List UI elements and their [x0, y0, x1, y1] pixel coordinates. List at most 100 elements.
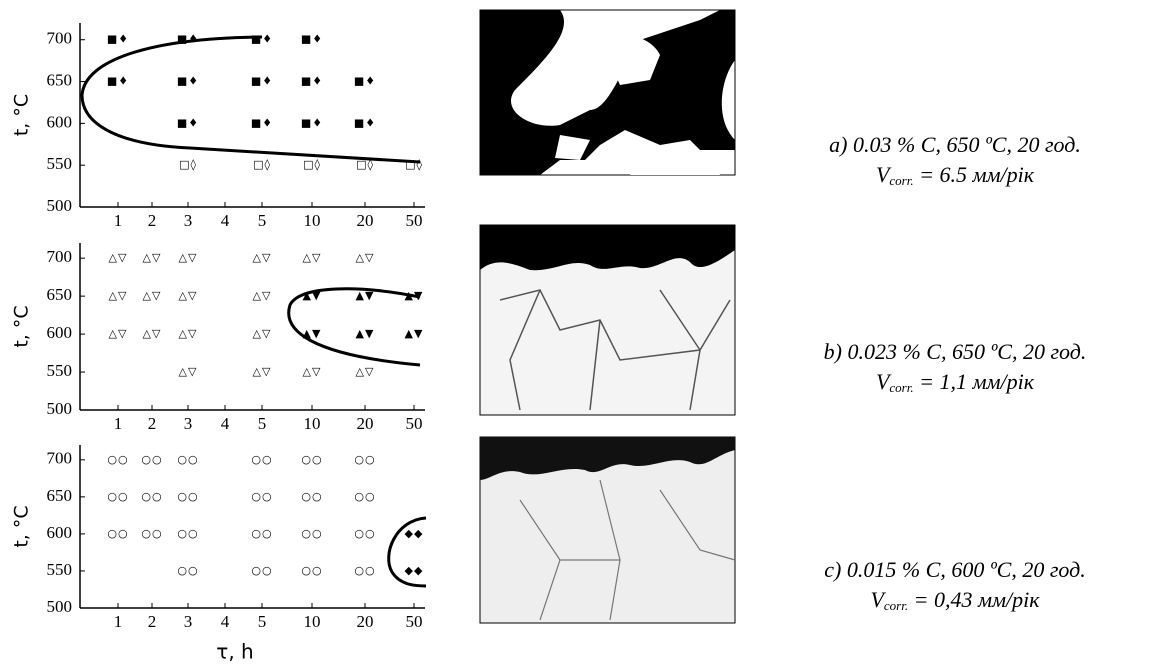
point-marker: ○○: [354, 453, 375, 466]
point-marker: △▽: [179, 251, 198, 264]
x-tick-label: 3: [184, 414, 193, 433]
rate-subscript: corr.: [889, 380, 913, 395]
point-marker: □◊: [253, 158, 271, 171]
x-tick-label: 5: [258, 414, 267, 433]
point-marker: ■♦: [251, 75, 273, 88]
x-tick-label: 20: [357, 211, 374, 230]
y-tick-label: 700: [47, 29, 73, 48]
y-tick-label: 700: [47, 247, 73, 266]
y-tick-label: 600: [47, 112, 73, 131]
caption-rate: Vcorr. = 6.5 мм/рік: [755, 160, 1155, 196]
x-tick-label: 2: [148, 414, 157, 433]
point-marker: ○○: [141, 490, 162, 503]
point-marker: ■♦: [301, 75, 323, 88]
rate-subscript: corr.: [889, 173, 913, 188]
point-marker: △▽: [253, 365, 272, 378]
y-tick-label: 550: [47, 560, 73, 579]
micrograph: [480, 225, 735, 415]
curve: [82, 37, 420, 162]
point-marker: △▽: [179, 365, 198, 378]
point-marker: □◊: [303, 158, 321, 171]
point-marker: ▲▼: [356, 327, 375, 340]
x-tick-label: 50: [406, 612, 423, 631]
point-marker: ○○: [251, 453, 272, 466]
point-marker: ○○: [107, 490, 128, 503]
point-marker: △▽: [303, 365, 322, 378]
y-tick-label: 700: [47, 449, 73, 468]
y-tick-label: 500: [47, 196, 73, 215]
x-tick-label: 2: [148, 211, 157, 230]
y-tick-label: 600: [47, 523, 73, 542]
x-tick-label: 3: [184, 211, 193, 230]
caption-rate: Vcorr. = 0,43 мм/рік: [755, 585, 1155, 621]
y-axis-label: t, °C: [11, 305, 33, 347]
point-marker: ○○: [354, 564, 375, 577]
point-marker: ■♦: [354, 75, 376, 88]
point-marker: ○○: [301, 527, 322, 540]
point-marker: ▲▼: [356, 289, 375, 302]
point-marker: △▽: [179, 289, 198, 302]
point-marker: ○○: [251, 490, 272, 503]
rate-text: = 6.5 мм/рік: [919, 162, 1034, 187]
point-marker: △▽: [356, 365, 375, 378]
point-marker: ○○: [301, 453, 322, 466]
point-marker: ○○: [107, 527, 128, 540]
point-marker: △▽: [109, 289, 128, 302]
point-marker: △▽: [143, 327, 162, 340]
x-tick-label: 20: [357, 612, 374, 631]
rate-symbol: V: [876, 162, 889, 187]
point-marker: ○○: [107, 453, 128, 466]
y-tick-label: 500: [47, 399, 73, 418]
figure: 500 550 600 650 700 1 2 3 4 5 10 20 50 t, °C ■♦ ■♦ ■♦ ■♦ ■…: [0, 0, 1157, 669]
caption: a) 0.03 % C, 650 ºC, 20 год.Vcorr. = 6.5…: [755, 130, 1155, 196]
point-marker: ■♦: [251, 116, 273, 129]
point-marker: ■♦: [301, 116, 323, 129]
rate-text: = 1,1 мм/рік: [919, 369, 1034, 394]
y-tick-label: 550: [47, 154, 73, 173]
x-tick-label: 10: [304, 211, 321, 230]
point-marker: ○○: [177, 490, 198, 503]
x-tick-label: 1: [114, 211, 123, 230]
y-tick-label: 650: [47, 70, 73, 89]
point-marker: △▽: [109, 327, 128, 340]
point-marker: △▽: [253, 251, 272, 264]
point-marker: △▽: [356, 251, 375, 264]
caption-label: a) 0.03 % C, 650 ºC, 20 год.: [755, 130, 1155, 160]
point-marker: ○○: [354, 490, 375, 503]
y-tick-label: 550: [47, 361, 73, 380]
caption: b) 0.023 % C, 650 ºC, 20 год.Vcorr. = 1,…: [755, 337, 1155, 403]
point-marker: ○○: [251, 564, 272, 577]
point-marker: ▲▼: [405, 327, 424, 340]
x-tick-label: 50: [406, 414, 423, 433]
point-marker: △▽: [179, 327, 198, 340]
point-marker: △▽: [143, 289, 162, 302]
point-marker: ■♦: [251, 33, 273, 46]
y-tick-label: 600: [47, 323, 73, 342]
point-marker: ○○: [177, 564, 198, 577]
x-tick-label: 50: [406, 211, 423, 230]
caption-label: b) 0.023 % C, 650 ºC, 20 год.: [755, 337, 1155, 367]
point-marker: △▽: [143, 251, 162, 264]
x-tick-label: 20: [357, 414, 374, 433]
point-marker: ○○: [177, 453, 198, 466]
point-marker: ▲▼: [405, 289, 424, 302]
point-marker: ○○: [354, 527, 375, 540]
point-marker: ▲▼: [303, 289, 322, 302]
y-tick-label: 500: [47, 597, 73, 616]
point-marker: ■♦: [354, 116, 376, 129]
rate-symbol: V: [876, 369, 889, 394]
x-tick-label: 4: [221, 211, 230, 230]
x-tick-label: 1: [114, 612, 123, 631]
point-marker: □◊: [405, 158, 423, 171]
y-tick-label: 650: [47, 285, 73, 304]
y-axis-label: t, °C: [11, 505, 33, 547]
point-marker: △▽: [253, 289, 272, 302]
caption: c) 0.015 % C, 600 ºC, 20 год.Vcorr. = 0,…: [755, 555, 1155, 621]
point-marker: ○○: [251, 527, 272, 540]
point-marker: □◊: [356, 158, 374, 171]
x-tick-label: 4: [221, 612, 230, 631]
y-axis-label: t, °C: [11, 94, 33, 136]
point-marker: ■♦: [107, 33, 129, 46]
x-tick-label: 3: [184, 612, 193, 631]
point-marker: ○○: [301, 490, 322, 503]
